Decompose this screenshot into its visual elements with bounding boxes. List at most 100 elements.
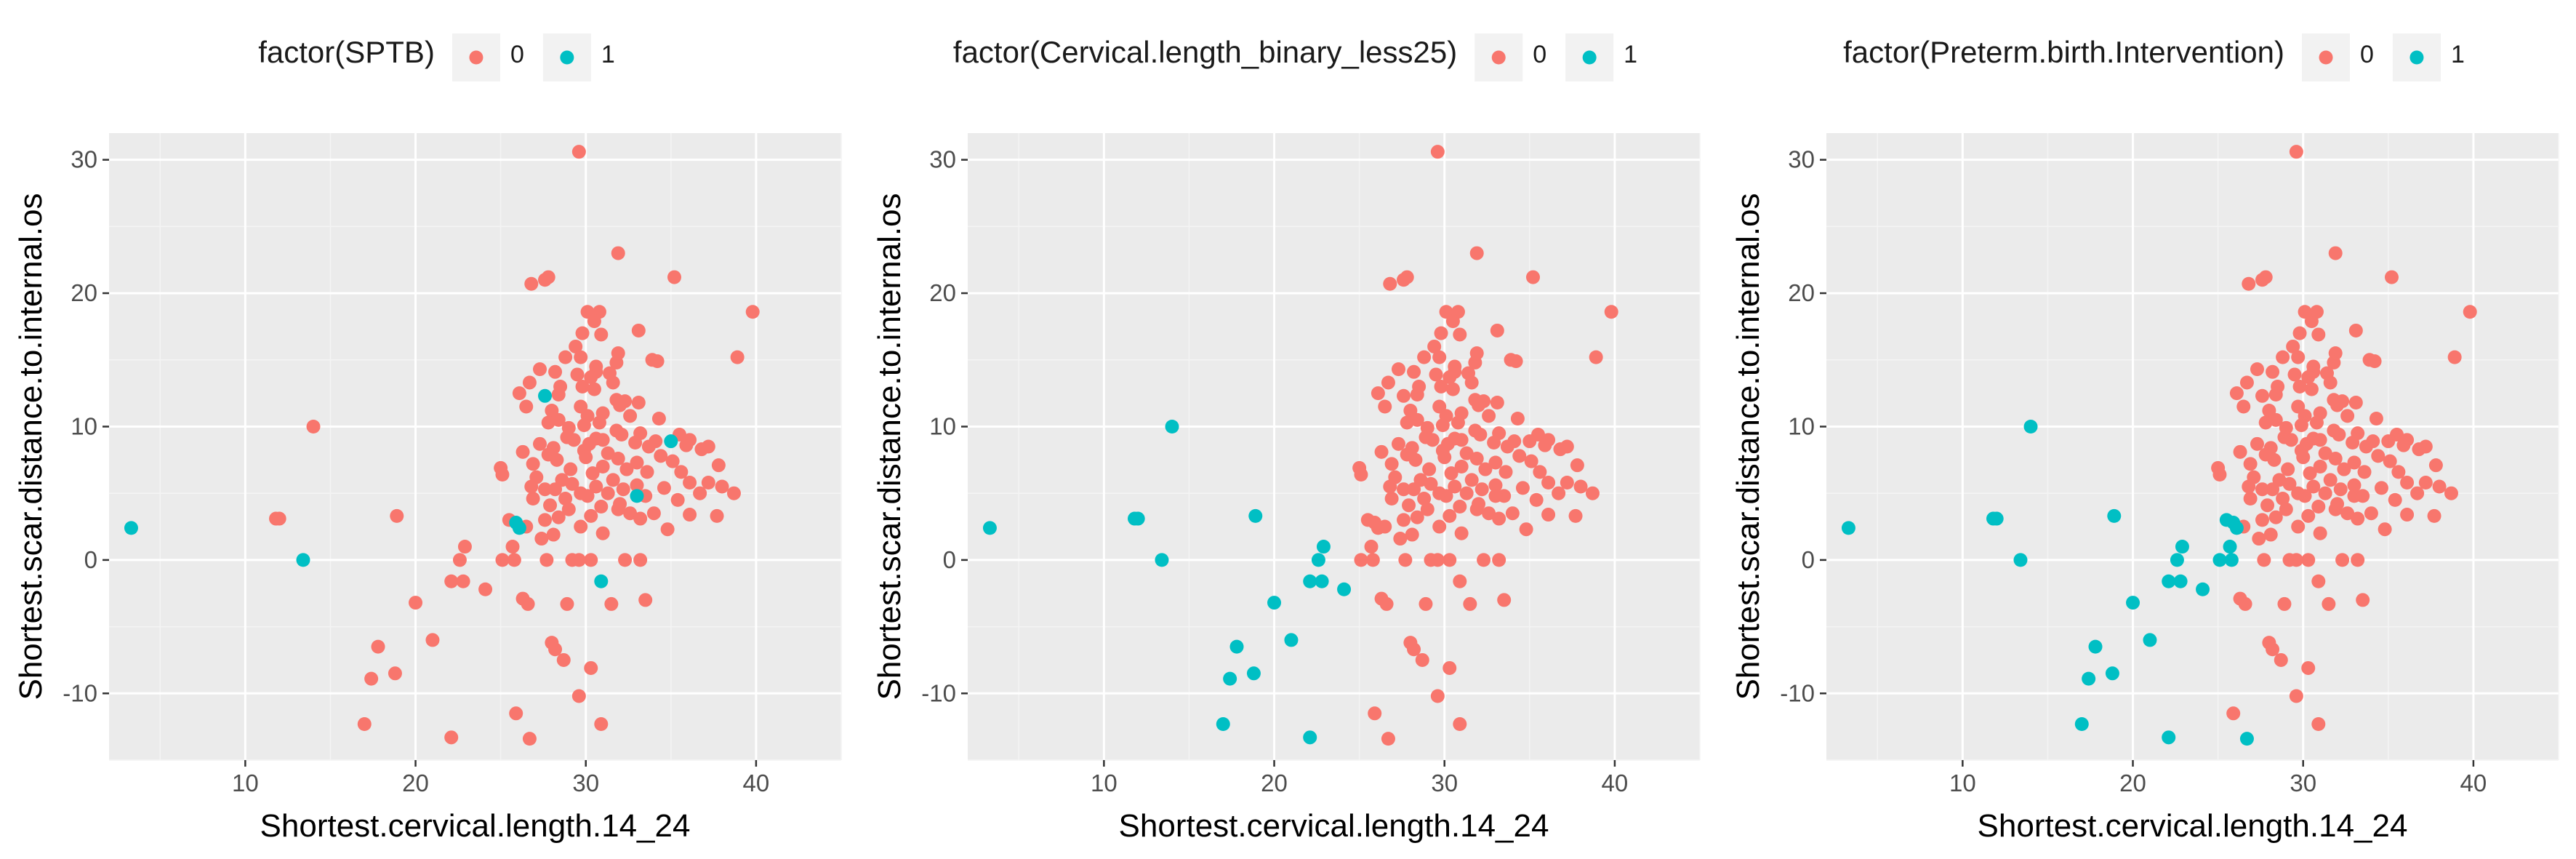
point-series-0 xyxy=(444,574,459,588)
x-tick-label: 10 xyxy=(232,770,259,796)
point-series-0 xyxy=(1397,388,1411,403)
point-series-0 xyxy=(2323,375,2338,390)
point-series-0 xyxy=(633,553,648,567)
point-series-0 xyxy=(2330,398,2345,412)
point-series-0 xyxy=(522,732,537,746)
point-series-0 xyxy=(1397,482,1411,497)
point-series-0 xyxy=(592,415,606,430)
point-series-0 xyxy=(1525,270,1540,284)
y-axis-title: Shortest.scar.distance.to.internal.os xyxy=(872,193,907,700)
point-series-0 xyxy=(1408,452,1423,467)
point-series-0 xyxy=(595,433,610,447)
point-series-0 xyxy=(1519,522,1533,537)
point-series-0 xyxy=(2301,660,2316,675)
point-series-0 xyxy=(390,508,404,523)
point-series-0 xyxy=(2348,323,2363,337)
point-series-0 xyxy=(631,323,646,337)
point-series-0 xyxy=(1573,479,1588,494)
x-tick-label: 20 xyxy=(2119,770,2146,796)
x-tick-label: 30 xyxy=(2290,770,2316,796)
point-series-0 xyxy=(613,398,627,412)
point-series-0 xyxy=(1453,327,1467,342)
point-series-0 xyxy=(2304,382,2319,396)
y-tick-label: 10 xyxy=(71,412,97,439)
point-series-0 xyxy=(2391,465,2406,479)
point-series-0 xyxy=(1415,652,1429,667)
legend-label: 0 xyxy=(2360,41,2374,68)
y-tick-label: 10 xyxy=(929,412,956,439)
point-series-0 xyxy=(1463,596,1477,611)
point-series-0 xyxy=(674,465,689,479)
legend-title: factor(Cervical.length_binary_less25) xyxy=(953,35,1457,69)
point-series-1 xyxy=(1303,730,1317,745)
point-series-0 xyxy=(538,273,553,287)
point-series-0 xyxy=(2294,418,2308,433)
point-series-1 xyxy=(664,434,678,449)
point-series-0 xyxy=(1443,553,1457,567)
point-series-0 xyxy=(638,593,653,607)
legend-label: 1 xyxy=(601,41,615,68)
point-series-0 xyxy=(670,492,685,507)
point-series-0 xyxy=(584,553,598,567)
point-series-0 xyxy=(2311,500,2326,514)
point-series-0 xyxy=(1439,489,1453,503)
point-series-0 xyxy=(1533,465,1547,479)
point-series-0 xyxy=(657,481,671,495)
point-series-0 xyxy=(495,468,510,482)
point-series-0 xyxy=(2340,506,2355,521)
y-tick-label: 30 xyxy=(71,146,97,173)
point-series-0 xyxy=(1417,350,1432,364)
point-series-0 xyxy=(2291,519,2306,534)
point-series-0 xyxy=(548,364,563,379)
point-series-0 xyxy=(1509,354,1523,369)
points-layer xyxy=(124,145,760,746)
point-series-0 xyxy=(548,482,563,497)
point-series-0 xyxy=(1427,339,1442,353)
point-series-0 xyxy=(1368,516,1382,530)
point-series-0 xyxy=(623,506,638,521)
legend-key-point xyxy=(469,50,483,65)
point-series-0 xyxy=(606,375,620,390)
legend-title: factor(Preterm.birth.Intervention) xyxy=(1843,35,2284,69)
point-series-0 xyxy=(1482,506,1496,521)
point-series-0 xyxy=(539,553,554,567)
point-series-0 xyxy=(660,522,675,537)
point-series-1 xyxy=(2023,419,2038,434)
point-series-1 xyxy=(2212,553,2227,567)
point-series-0 xyxy=(1430,689,1445,703)
point-series-0 xyxy=(2313,460,2327,474)
point-series-1 xyxy=(1165,419,1179,434)
point-series-1 xyxy=(512,521,526,535)
point-series-0 xyxy=(1384,457,1399,471)
point-series-0 xyxy=(2381,434,2396,449)
point-series-0 xyxy=(2289,145,2303,159)
x-tick-label: 10 xyxy=(1949,770,1976,796)
point-series-0 xyxy=(2337,462,2351,476)
point-series-0 xyxy=(515,444,530,459)
y-axis-title: Shortest.scar.distance.to.internal.os xyxy=(13,193,49,700)
point-series-0 xyxy=(574,350,588,364)
point-series-0 xyxy=(2242,276,2256,291)
point-series-0 xyxy=(2289,689,2303,703)
x-axis-title: Shortest.cervical.length.14_24 xyxy=(260,808,691,844)
point-series-0 xyxy=(1469,452,1484,466)
point-series-0 xyxy=(1417,492,1432,506)
point-series-0 xyxy=(579,450,593,465)
point-series-1 xyxy=(1267,596,1282,610)
point-series-1 xyxy=(1315,574,1329,588)
x-axis-title: Shortest.cervical.length.14_24 xyxy=(1119,808,1549,844)
point-series-0 xyxy=(388,666,402,681)
point-series-1 xyxy=(2196,582,2210,596)
point-series-0 xyxy=(1445,382,1460,396)
point-series-0 xyxy=(654,449,668,463)
point-series-0 xyxy=(1383,276,1397,291)
point-series-0 xyxy=(2384,270,2399,284)
point-series-0 xyxy=(495,553,510,567)
point-series-0 xyxy=(683,476,697,490)
point-series-0 xyxy=(630,478,644,492)
point-series-1 xyxy=(2088,639,2103,654)
point-series-0 xyxy=(541,415,555,430)
y-tick-label: 30 xyxy=(1788,146,1815,173)
point-series-1 xyxy=(1303,574,1317,588)
